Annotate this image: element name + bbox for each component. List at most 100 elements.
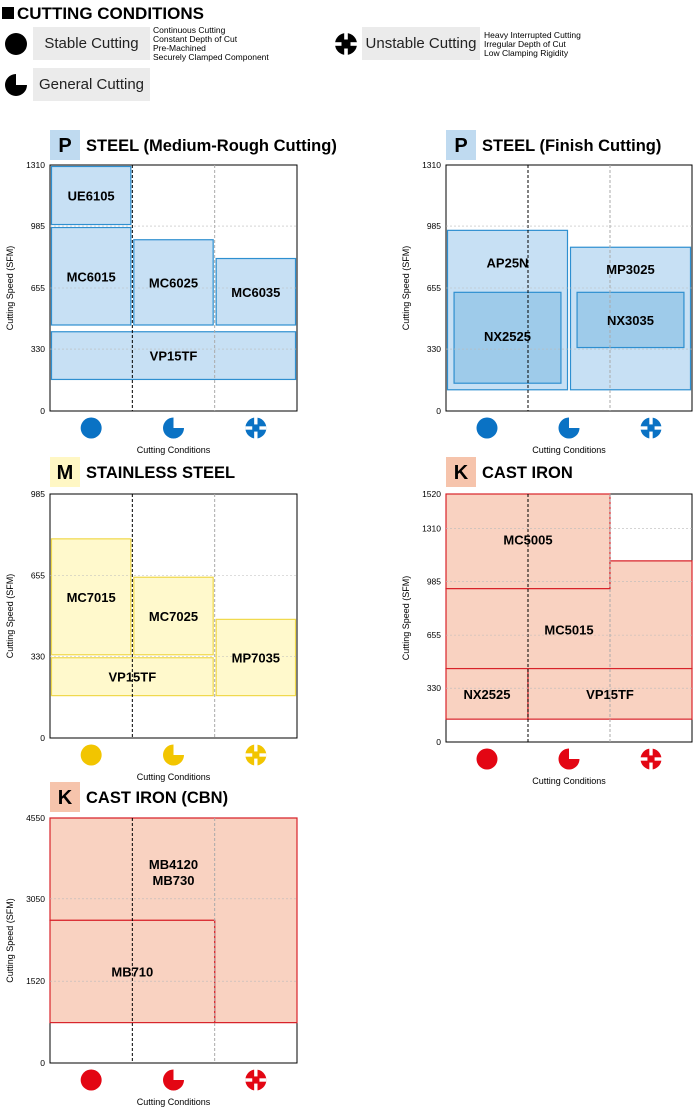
chart-panel: K CAST IRON MC5005 MC5015 NX2525 VP15TF 0 330 65… <box>401 457 693 786</box>
bar-mp7035 <box>215 618 297 697</box>
stable-cutting-icon <box>476 417 498 439</box>
chart-panel: P STEEL (Medium-Rough Cutting) UE6105 MC601… <box>5 130 337 455</box>
stable-cutting-icon <box>80 744 102 766</box>
bar-ue6105 <box>50 165 132 226</box>
unstable-cutting-icon <box>334 32 358 56</box>
icon-notch <box>259 426 267 430</box>
badge-box <box>50 782 80 812</box>
bar-label: MC5005 <box>503 533 552 548</box>
y-tick-label: 330 <box>31 651 45 661</box>
bar-label: MP3025 <box>606 262 654 277</box>
unstable-cutting-icon <box>245 417 267 439</box>
bar-nx2525 <box>445 667 529 720</box>
unstable-note: Irregular Depth of Cut <box>484 39 566 49</box>
unstable-cutting-pill: Unstable Cutting <box>362 27 480 60</box>
bar-label: MB730 <box>153 873 195 888</box>
unstable-cutting-icon <box>640 748 662 770</box>
chart-title: CAST IRON <box>482 464 573 482</box>
stable-cutting-icon <box>476 748 498 770</box>
bar-label: MC5015 <box>544 622 593 637</box>
bar-label: VP15TF <box>586 687 634 702</box>
chart-panel: M STAINLESS STEEL MC7015 MC7025 MP7035 VP15TF… <box>5 457 298 782</box>
bar-label: MB710 <box>111 964 153 979</box>
badge-letter: K <box>58 787 73 809</box>
chart-badge: K <box>446 457 476 487</box>
y-tick-label: 0 <box>40 406 45 416</box>
icon-disc <box>245 1069 267 1091</box>
icon-notch <box>254 1083 258 1091</box>
bar-mc6015 <box>50 226 132 326</box>
general-cutting-icon <box>163 744 184 766</box>
unstable-cutting-icon <box>245 1069 267 1091</box>
badge-box <box>446 130 476 160</box>
icon-notch <box>254 758 258 766</box>
y-tick-label: 0 <box>436 737 441 747</box>
y-axis-label: Cutting Speed (SFM) <box>5 246 15 331</box>
x-axis-label: Cutting Conditions <box>137 1097 211 1107</box>
y-axis-label: Cutting Speed (SFM) <box>401 576 411 661</box>
badge-box <box>50 457 80 487</box>
bar-label: VP15TF <box>108 670 156 685</box>
icon-notch <box>649 431 653 439</box>
icon-notch <box>245 753 253 757</box>
unstable-cutting-icon <box>245 744 267 766</box>
y-axis-label: Cutting Speed (SFM) <box>401 246 411 331</box>
y-tick-label: 655 <box>427 630 441 640</box>
y-tick-label: 655 <box>31 283 45 293</box>
badge-box <box>50 130 80 160</box>
badge-letter: M <box>57 462 74 484</box>
y-tick-label: 3050 <box>26 894 45 904</box>
y-tick-label: 0 <box>40 1058 45 1068</box>
bar-label: MP7035 <box>232 650 280 665</box>
chart-title: STEEL (Medium-Rough Cutting) <box>86 137 337 155</box>
y-tick-label: 1310 <box>422 523 441 533</box>
badge-letter: P <box>454 135 467 157</box>
icon-disc <box>640 417 662 439</box>
unstable-cutting-notes: Heavy Interrupted Cutting Irregular Dept… <box>484 31 581 58</box>
stable-cutting-notes: Continuous Cutting Constant Depth of Cut… <box>153 26 269 62</box>
bar-mc6035 <box>215 257 297 326</box>
stable-note: Continuous Cutting <box>153 25 226 35</box>
general-cutting-icon <box>163 417 184 439</box>
y-tick-label: 985 <box>427 576 441 586</box>
icon-notch <box>640 757 648 761</box>
bar-label: NX2525 <box>484 329 531 344</box>
x-axis-label: Cutting Conditions <box>532 776 606 786</box>
icon-notch <box>254 744 258 752</box>
icon-notch <box>649 762 653 770</box>
chart-title: STEEL (Finish Cutting) <box>482 137 661 155</box>
bar-label: VP15TF <box>150 349 198 364</box>
y-tick-label: 330 <box>427 683 441 693</box>
y-tick-label: 330 <box>427 344 441 354</box>
stable-cutting-icon <box>80 417 102 439</box>
badge-letter: K <box>454 462 469 484</box>
y-tick-label: 985 <box>31 489 45 499</box>
stable-cutting-pill: Stable Cutting <box>33 27 150 60</box>
y-tick-label: 1520 <box>422 489 441 499</box>
y-tick-label: 655 <box>427 283 441 293</box>
general-cutting-icon <box>5 74 27 96</box>
y-tick-label: 0 <box>40 733 45 743</box>
icon-notch <box>649 748 653 756</box>
y-axis-label: Cutting Speed (SFM) <box>5 898 15 983</box>
stable-note: Securely Clamped Component <box>153 52 269 62</box>
bar-label: MC7015 <box>67 590 116 605</box>
bar-mc6025 <box>133 239 214 326</box>
bar-label: MC6035 <box>231 285 280 300</box>
general-cutting-pill: General Cutting <box>33 68 150 101</box>
unstable-cutting-icon <box>640 417 662 439</box>
icon-notch <box>259 753 267 757</box>
y-tick-label: 985 <box>427 221 441 231</box>
badge-box <box>446 457 476 487</box>
stable-note: Constant Depth of Cut <box>153 34 238 44</box>
x-axis-label: Cutting Conditions <box>532 445 606 455</box>
icon-notch <box>245 426 253 430</box>
y-tick-label: 1310 <box>422 160 441 170</box>
bar-label: MC6025 <box>149 275 198 290</box>
icon-notch <box>259 1078 267 1082</box>
bar-label: NX2525 <box>464 687 511 702</box>
icon-notch <box>245 1078 253 1082</box>
general-cutting-icon <box>163 1069 184 1091</box>
stable-cutting-icon <box>80 1069 102 1091</box>
